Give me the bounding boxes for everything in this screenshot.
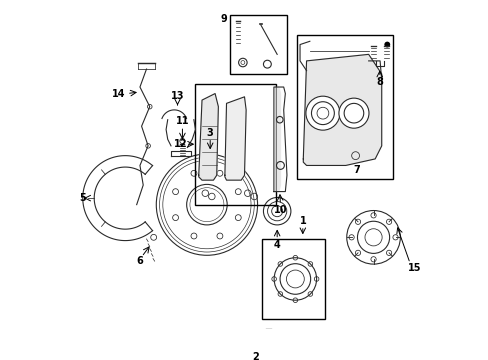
Circle shape [338,98,368,128]
Text: 7: 7 [352,165,359,175]
Text: 2: 2 [251,352,258,360]
Bar [296,35,392,179]
Bar [195,84,275,204]
Bar [262,239,324,319]
Text: 1: 1 [299,216,305,226]
Text: 3: 3 [206,128,213,138]
Text: 11: 11 [175,116,189,126]
Polygon shape [303,54,381,166]
Bar [229,15,286,74]
Text: 15: 15 [407,264,421,273]
Text: 9: 9 [220,14,227,24]
Polygon shape [277,87,280,192]
Polygon shape [224,97,245,180]
Text: 14: 14 [112,89,125,99]
Circle shape [305,96,339,130]
Text: 6: 6 [136,256,143,266]
Text: 10: 10 [273,204,286,215]
Text: 5: 5 [79,193,86,203]
Text: 12: 12 [174,139,187,149]
Circle shape [384,42,389,48]
Polygon shape [198,94,218,180]
Text: 8: 8 [376,77,383,87]
Text: 4: 4 [273,239,280,249]
Text: 13: 13 [170,91,184,101]
